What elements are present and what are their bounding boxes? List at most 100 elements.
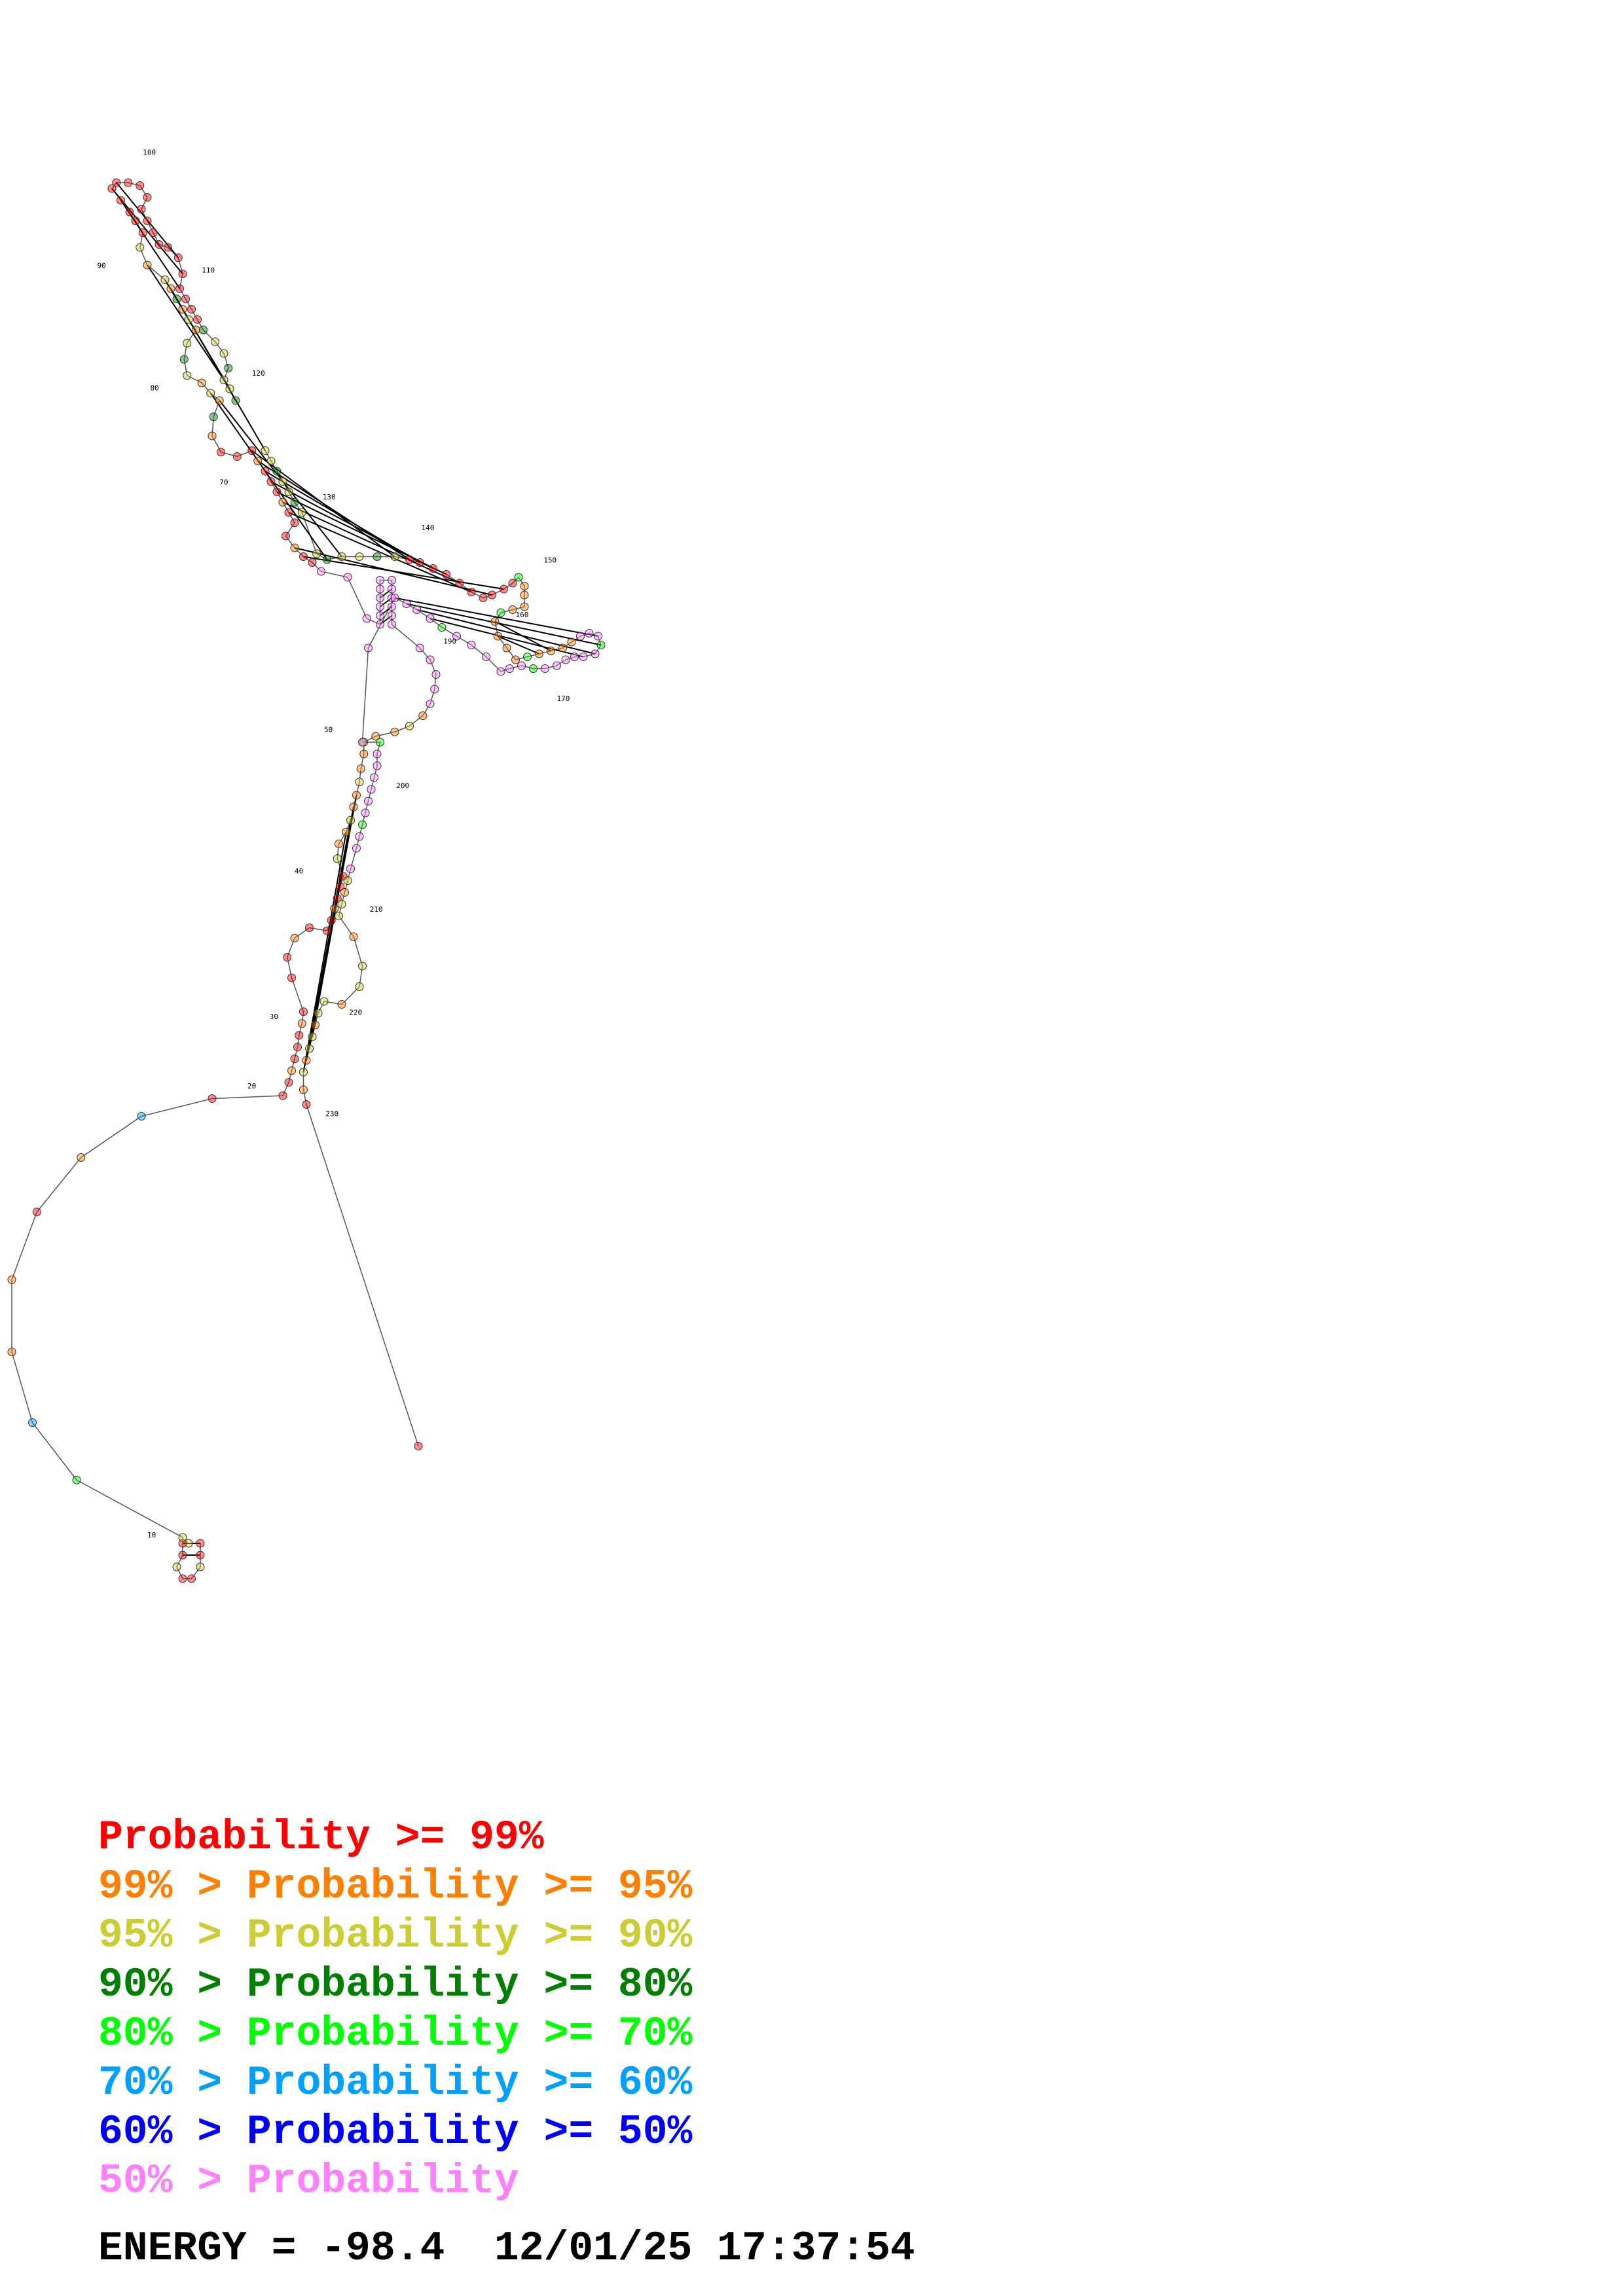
- nucleotide: [175, 284, 184, 293]
- nucleotide: [514, 573, 523, 582]
- base-pair-bond: [429, 618, 584, 658]
- nucleotide: [183, 371, 192, 380]
- base-pair-bond: [303, 556, 504, 590]
- nucleotide: [388, 594, 396, 602]
- nucleotide: [314, 1009, 323, 1018]
- nucleotide: [187, 305, 196, 314]
- nucleotide: [302, 1056, 311, 1065]
- nucleotide: [164, 243, 172, 252]
- nucleotide: [72, 1475, 81, 1484]
- base-pair-bond: [257, 460, 410, 560]
- legend-prefix: 99% >: [98, 1863, 247, 1910]
- nucleotide: [297, 1019, 306, 1028]
- base-pair-bond: [312, 795, 357, 1037]
- nucleotide: [352, 791, 361, 800]
- position-label: 190: [443, 637, 456, 645]
- nucleotide: [376, 576, 384, 584]
- position-label: 20: [247, 1082, 256, 1090]
- legend-text: Probability >= 80%: [246, 1962, 693, 2008]
- nucleotide: [362, 614, 371, 623]
- legend-text: Probability: [246, 2158, 519, 2204]
- nucleotide: [330, 904, 339, 913]
- nucleotide: [290, 497, 299, 507]
- nucleotide: [358, 738, 367, 747]
- nucleotide: [517, 661, 526, 670]
- nucleotide: [107, 184, 117, 193]
- legend-text: Probability >= 90%: [246, 1912, 693, 1959]
- nucleotide: [323, 926, 331, 935]
- position-label: 160: [516, 611, 529, 619]
- nucleotide: [364, 643, 373, 653]
- position-label: 70: [219, 478, 228, 486]
- nucleotide: [388, 620, 396, 629]
- nucleotide: [179, 355, 189, 364]
- position-label: 110: [202, 266, 215, 274]
- legend-row-80: 90% > Probability >= 80%: [98, 1960, 692, 2009]
- nucleotide: [284, 488, 293, 496]
- nucleotide: [415, 558, 424, 567]
- nucleotide: [405, 721, 414, 730]
- nucleotide: [371, 732, 380, 741]
- nucleotide: [335, 912, 343, 920]
- nucleotide: [467, 588, 476, 596]
- nucleotide: [390, 594, 399, 602]
- nucleotide: [137, 205, 146, 213]
- legend-text: Probability >= 60%: [246, 2060, 693, 2106]
- nucleotide: [429, 564, 437, 573]
- nucleotide: [178, 1533, 187, 1542]
- nucleotide: [199, 325, 208, 334]
- legend-text: Probability >= 99%: [98, 1814, 544, 1861]
- nucleotide: [567, 637, 576, 647]
- nucleotide: [178, 270, 187, 278]
- nucleotide: [215, 396, 224, 405]
- base-pair-bond: [264, 471, 420, 564]
- nucleotide: [373, 749, 382, 759]
- position-label: 210: [370, 905, 383, 914]
- base-pair-bond: [416, 609, 596, 655]
- nucleotide: [585, 629, 594, 637]
- backbone-line: [11, 182, 602, 1579]
- nucleotide: [282, 531, 290, 541]
- nucleotide: [290, 933, 299, 942]
- nucleotide: [496, 608, 505, 617]
- nucleotide: [302, 1100, 311, 1109]
- nucleotide: [591, 649, 600, 658]
- nucleotide: [117, 196, 125, 205]
- nucleotide: [558, 643, 567, 653]
- nucleotide: [455, 579, 464, 588]
- nucleotide: [496, 667, 505, 676]
- nucleotide: [349, 932, 358, 941]
- position-label: 10: [147, 1531, 156, 1539]
- nucleotide: [178, 1539, 187, 1548]
- base-pair-bond: [164, 279, 230, 389]
- nucleotide: [319, 997, 329, 1006]
- nucleotide: [579, 653, 588, 661]
- nucleotide: [390, 552, 399, 561]
- nucleotide: [508, 579, 517, 588]
- nucleotide: [7, 1348, 16, 1356]
- nucleotide: [187, 1574, 196, 1583]
- nucleotide: [266, 456, 276, 465]
- base-pair-bond: [406, 603, 602, 646]
- nucleotide: [529, 664, 538, 673]
- nucleotide: [388, 611, 396, 620]
- nucleotide: [178, 1551, 187, 1560]
- nucleotide: [500, 584, 508, 594]
- legend-row-60: 70% > Probability >= 60%: [98, 2058, 692, 2108]
- nucleotide: [160, 276, 170, 284]
- nucleotide: [178, 305, 187, 314]
- position-label: 200: [396, 781, 409, 790]
- nucleotide: [284, 1078, 293, 1087]
- position-label: 50: [324, 725, 333, 734]
- nucleotide: [505, 664, 514, 673]
- nucleotide: [346, 816, 355, 825]
- nucleotide: [431, 670, 441, 679]
- nucleotide: [535, 649, 543, 658]
- nucleotide: [193, 315, 202, 324]
- legend-text: Probability >= 50%: [246, 2109, 693, 2155]
- nucleotide: [337, 1000, 346, 1009]
- nucleotide: [376, 584, 384, 594]
- nucleotide: [305, 924, 314, 932]
- nucleotide: [523, 653, 532, 661]
- position-label: 40: [295, 867, 303, 875]
